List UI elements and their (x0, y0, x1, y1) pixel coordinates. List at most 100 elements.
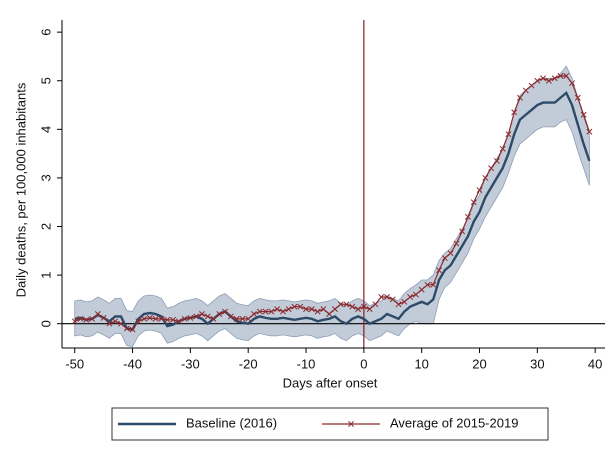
point-marker (193, 313, 200, 320)
point-marker (407, 294, 414, 300)
x-tick-label: -50 (65, 356, 84, 371)
point-marker (540, 75, 547, 82)
x-tick-label: 30 (530, 356, 544, 371)
point-marker (384, 294, 390, 300)
point-marker (563, 72, 570, 79)
point-marker (574, 94, 581, 101)
point-marker (372, 301, 379, 308)
point-marker (239, 315, 246, 322)
point-marker (187, 314, 194, 321)
series-line (74, 75, 590, 331)
point-marker (129, 326, 136, 333)
confidence-band (74, 65, 590, 347)
point-marker (216, 311, 223, 317)
point-marker (378, 294, 385, 300)
point-marker (343, 301, 350, 308)
point-marker (170, 316, 176, 323)
point-marker (447, 250, 454, 257)
point-marker (366, 306, 373, 313)
point-marker (291, 303, 298, 310)
point-marker (164, 316, 171, 323)
point-marker (175, 318, 182, 325)
point-marker (227, 313, 234, 320)
point-marker (181, 315, 188, 322)
point-marker (418, 286, 425, 293)
series-line (74, 90, 591, 331)
point-marker (146, 314, 153, 321)
legend-label: Baseline (2016) (186, 415, 277, 430)
point-marker (349, 303, 356, 310)
point-marker (517, 94, 523, 101)
point-marker (511, 109, 518, 116)
point-marker (355, 306, 362, 313)
point-marker (534, 77, 541, 84)
point-marker (297, 303, 304, 310)
point-marker (360, 303, 367, 310)
point-marker (430, 281, 437, 288)
point-marker (123, 325, 130, 332)
point-marker (395, 301, 402, 308)
point-marker (436, 267, 442, 274)
point-marker (320, 306, 327, 313)
point-marker (89, 315, 96, 322)
point-marker (285, 306, 292, 313)
point-marker (551, 75, 558, 82)
point-marker (580, 111, 587, 118)
point-marker (586, 128, 593, 135)
point-marker (499, 145, 506, 152)
x-tick-label: 20 (472, 356, 486, 371)
y-tick-label: 0 (38, 320, 53, 327)
y-tick-label: 2 (38, 223, 53, 230)
point-marker (326, 311, 333, 317)
x-tick-label: -10 (297, 356, 316, 371)
x-axis-title: Days after onset (283, 375, 378, 390)
y-tick-label: 6 (38, 29, 53, 36)
point-marker (569, 80, 575, 87)
point-marker (268, 308, 275, 315)
point-marker (198, 311, 205, 317)
point-marker (158, 315, 165, 322)
point-marker (204, 313, 211, 320)
point-marker (279, 308, 286, 315)
point-marker (303, 306, 309, 313)
y-tick-label: 1 (38, 271, 53, 278)
point-marker (210, 315, 217, 322)
x-tick-label: 10 (414, 356, 428, 371)
point-marker (459, 228, 466, 235)
point-marker (251, 311, 257, 317)
point-marker (262, 308, 269, 315)
x-tick-label: -20 (239, 356, 258, 371)
point-marker (401, 298, 408, 305)
point-marker (528, 82, 535, 89)
point-marker (476, 187, 483, 194)
legend-label: Average of 2015-2019 (390, 415, 518, 430)
point-marker (245, 315, 252, 322)
point-marker (464, 213, 471, 220)
point-marker (274, 306, 281, 313)
point-marker (71, 318, 78, 325)
point-marker (222, 308, 229, 315)
point-marker (424, 281, 431, 288)
point-marker (77, 315, 84, 322)
x-tick-label: -30 (181, 356, 200, 371)
point-marker (488, 165, 495, 172)
point-marker (331, 306, 338, 313)
y-tick-label: 3 (38, 174, 53, 181)
point-marker (106, 320, 113, 327)
point-marker (118, 320, 124, 327)
point-marker (412, 291, 419, 298)
legend-marker (348, 421, 354, 427)
x-tick-label: -40 (123, 356, 142, 371)
point-marker (314, 308, 321, 315)
point-marker (545, 77, 552, 84)
point-marker (135, 318, 142, 325)
point-marker (337, 301, 344, 308)
point-marker (441, 255, 448, 262)
point-marker (83, 316, 90, 323)
point-marker (141, 315, 148, 322)
point-marker (389, 296, 396, 303)
point-marker (557, 72, 564, 79)
